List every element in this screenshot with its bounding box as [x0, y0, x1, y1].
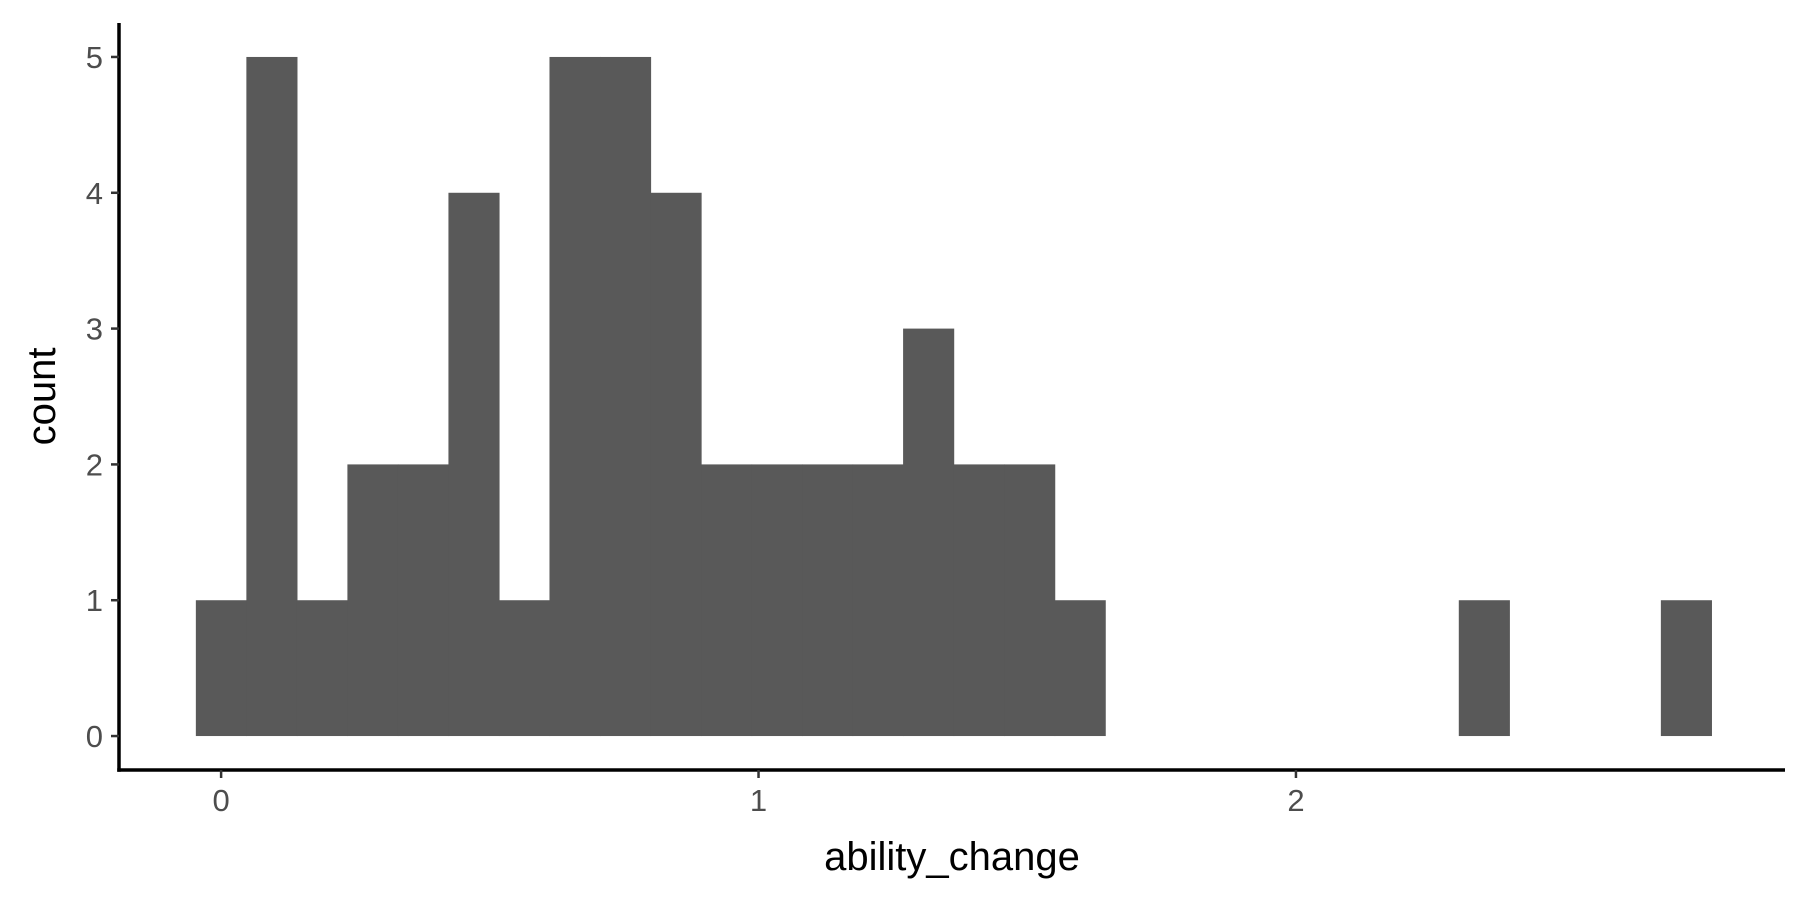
histogram-bar-5 [448, 192, 500, 737]
histogram-bar-14 [903, 328, 955, 737]
axes [117, 23, 1785, 772]
y-tick-label-2: 2 [86, 447, 103, 482]
histogram-bar-17 [1054, 600, 1106, 737]
histogram-bar-3 [347, 464, 399, 737]
histogram-bar-4 [397, 464, 450, 737]
y-tick-label-1: 1 [86, 583, 103, 618]
histogram-bar-2 [296, 600, 349, 737]
histogram-bar-0 [195, 600, 247, 737]
histogram-bar-12 [802, 464, 854, 737]
histogram-bar-13 [852, 464, 904, 737]
histogram-bar-8 [599, 56, 652, 737]
histogram-bar-15 [953, 464, 1005, 737]
histogram-bars [195, 56, 1712, 737]
histogram-bar-7 [549, 56, 601, 737]
histogram-bar-6 [498, 600, 551, 737]
y-tick-label-4: 4 [86, 176, 103, 211]
y-axis-title: count [20, 348, 64, 446]
y-axis-ticks: 0 1 2 3 4 5 [86, 40, 119, 754]
x-axis-ticks: 0 1 2 [212, 770, 1305, 818]
x-tick-label-0: 0 [212, 783, 229, 818]
histogram-bar-1 [246, 56, 298, 737]
histogram-bar-11 [751, 464, 803, 737]
y-tick-label-3: 3 [86, 312, 103, 347]
histogram-bar-19 [1660, 600, 1712, 737]
histogram-bar-18 [1458, 600, 1510, 737]
histogram-bar-10 [701, 464, 753, 737]
y-tick-label-0: 0 [86, 719, 103, 754]
histogram-bar-16 [1004, 464, 1056, 737]
x-tick-label-1: 1 [750, 783, 767, 818]
histogram-bar-9 [650, 192, 702, 737]
y-tick-label-5: 5 [86, 40, 103, 75]
x-axis-title: ability_change [824, 835, 1080, 879]
x-tick-label-2: 2 [1287, 783, 1304, 818]
